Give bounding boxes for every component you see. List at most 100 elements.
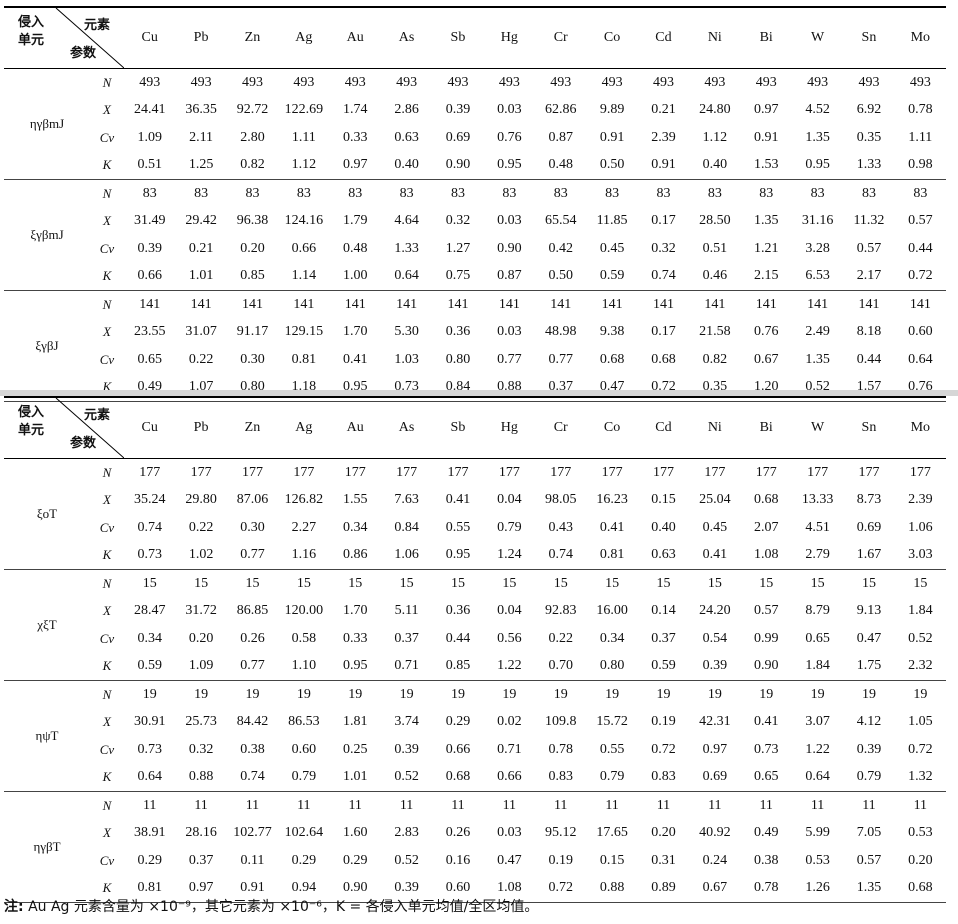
param-label: Cv	[99, 129, 115, 145]
param-label: X	[103, 825, 111, 841]
table-cell: 0.50	[548, 268, 573, 284]
table-cell: 1.14	[291, 268, 317, 284]
table-cell: 2.80	[240, 129, 265, 145]
table-cell: 0.95	[445, 547, 471, 563]
table-cell: 0.68	[651, 351, 676, 367]
table-cell: 0.54	[702, 630, 728, 646]
table-row: Cv 1.09 2.11 2.80 1.11 0.33 0.63 0.69 0.76 0.87 0.…	[4, 124, 946, 152]
table-cell: 1.67	[856, 547, 882, 563]
table-row: K 0.59 1.09 0.77 1.10 0.95 0.71 0.85 1.22 0.70 0.8…	[4, 653, 946, 681]
table-cell: 0.51	[702, 240, 728, 256]
table-cell: 15.72	[596, 714, 628, 730]
table-cell: 19	[553, 686, 568, 702]
table-cell: 15	[245, 575, 260, 591]
table-cell: 28.16	[185, 825, 217, 841]
table-cell: 493	[447, 74, 469, 90]
table-cell: 0.67	[702, 880, 728, 896]
table-cell: 0.71	[497, 741, 522, 757]
footnote-text: Au Ag 元素含量为 ×10⁻⁹，其它元素为 ×10⁻⁶，K = 各侵入单元均…	[28, 899, 539, 915]
table-cell: 493	[190, 74, 212, 90]
table-cell: 0.90	[497, 240, 522, 256]
table-cell: 83	[861, 185, 876, 201]
table-cell: 62.86	[544, 102, 577, 118]
table-cell: 8.79	[805, 603, 830, 619]
table-cell: 0.86	[342, 547, 368, 563]
table-cell: 30.91	[133, 714, 166, 730]
table-cell: 5.11	[394, 603, 419, 619]
table-cell: 0.81	[137, 880, 162, 896]
table-cell: 83	[194, 185, 209, 201]
table-cell: 177	[139, 464, 161, 480]
table-row: ηγβT N 11 11 11 11 11 11 11 11 11 11 11 11 11 11 11 11	[4, 792, 946, 854]
table-cell: 35.24	[133, 492, 166, 508]
table-cell: 1.01	[188, 268, 214, 284]
table-cell: 493	[909, 74, 931, 90]
column-header: Co	[603, 420, 621, 435]
table-cell: 0.15	[651, 492, 676, 508]
table-cell: 177	[704, 464, 726, 480]
intrusion-unit-name: χξT	[37, 617, 57, 632]
table-cell: 15	[759, 575, 774, 591]
data-table-upper: 侵入 单元 元素 参数 Cu Pb Zn Ag Au As Sb Hg Cr Co Cd Ni Bi W Sn Mo …	[4, 6, 946, 402]
table-cell: 1.25	[188, 157, 214, 173]
table-cell: 0.39	[856, 741, 882, 757]
table-cell: 493	[550, 74, 572, 90]
table-cell: 83	[245, 185, 260, 201]
table-cell: 11	[194, 797, 208, 813]
table-row: X 23.55 31.07 91.17 129.15 1.70 5.30 0.36 0.03 48…	[4, 319, 946, 347]
unit-group: ηψT N 19 19 19 19 19 19 19 19 19 19 19 19 19 19 19 19 X 30.…	[4, 681, 946, 792]
table-cell: 129.15	[284, 324, 324, 340]
table-cell: 0.53	[908, 825, 933, 841]
table-cell: 0.76	[497, 129, 522, 145]
table-cell: 0.30	[240, 519, 265, 535]
table-cell: 0.41	[445, 492, 471, 508]
table-row: ξγβmJ N 83 83 83 83 83 83 83 83 83 83 83 83 83 83 83 83	[4, 180, 946, 242]
table-cell: 0.15	[599, 852, 625, 868]
table-cell: 0.30	[240, 351, 265, 367]
table-cell: 0.66	[497, 769, 522, 785]
table-cell: 0.47	[856, 630, 882, 646]
column-header: Ag	[295, 420, 313, 435]
table-cell: 1.12	[702, 129, 728, 145]
table-cell: 0.64	[805, 769, 830, 785]
table-row: Cv 0.39 0.21 0.20 0.66 0.48 1.33 1.27 0.90 0.42 0.…	[4, 235, 946, 263]
table-cell: 83	[450, 185, 465, 201]
table-cell: 86.53	[288, 714, 320, 730]
table-cell: 9.89	[599, 102, 625, 118]
table-cell: 9.13	[856, 603, 882, 619]
table-cell: 0.39	[394, 880, 419, 896]
table-row: X 24.41 36.35 92.72 122.69 1.74 2.86 0.39 0.03 62…	[4, 97, 946, 125]
table-cell: 29.42	[185, 213, 217, 229]
table-cell: 83	[759, 185, 774, 201]
table-cell: 0.95	[497, 157, 522, 173]
table-cell: 0.25	[342, 741, 368, 757]
table-cell: 19	[913, 686, 928, 702]
table-cell: 1.32	[908, 769, 933, 785]
table-cell: 4.52	[805, 102, 830, 118]
table-cell: 11	[451, 797, 465, 813]
table-cell: 0.59	[651, 658, 676, 674]
diagonal-line-icon	[55, 8, 124, 68]
table-cell: 0.42	[548, 240, 573, 256]
table-cell: 177	[293, 464, 315, 480]
table-cell: 0.03	[497, 102, 522, 118]
header-diagonal-cell: 侵入 单元 元素 参数	[4, 397, 124, 459]
table-cell: 0.29	[445, 714, 471, 730]
table-cell: 83	[296, 185, 311, 201]
table-cell: 1.22	[497, 658, 522, 674]
table-cell: 0.94	[291, 880, 317, 896]
intrusion-unit-name: ξγβJ	[35, 338, 59, 353]
table-cell: 1.53	[753, 157, 779, 173]
table-cell: 102.77	[233, 825, 272, 841]
table-cell: 1.11	[908, 129, 933, 145]
table-cell: 98.05	[544, 492, 577, 508]
table-cell: 0.04	[497, 603, 522, 619]
table-cell: 13.33	[801, 492, 834, 508]
header-element-label: 元素	[83, 18, 110, 33]
column-header: Cd	[655, 420, 672, 435]
table-cell: 0.41	[342, 351, 368, 367]
table-cell: 0.20	[908, 852, 933, 868]
table-cell: 86.85	[236, 603, 269, 619]
table-cell: 0.59	[599, 268, 625, 284]
table-cell: 42.31	[699, 714, 731, 730]
